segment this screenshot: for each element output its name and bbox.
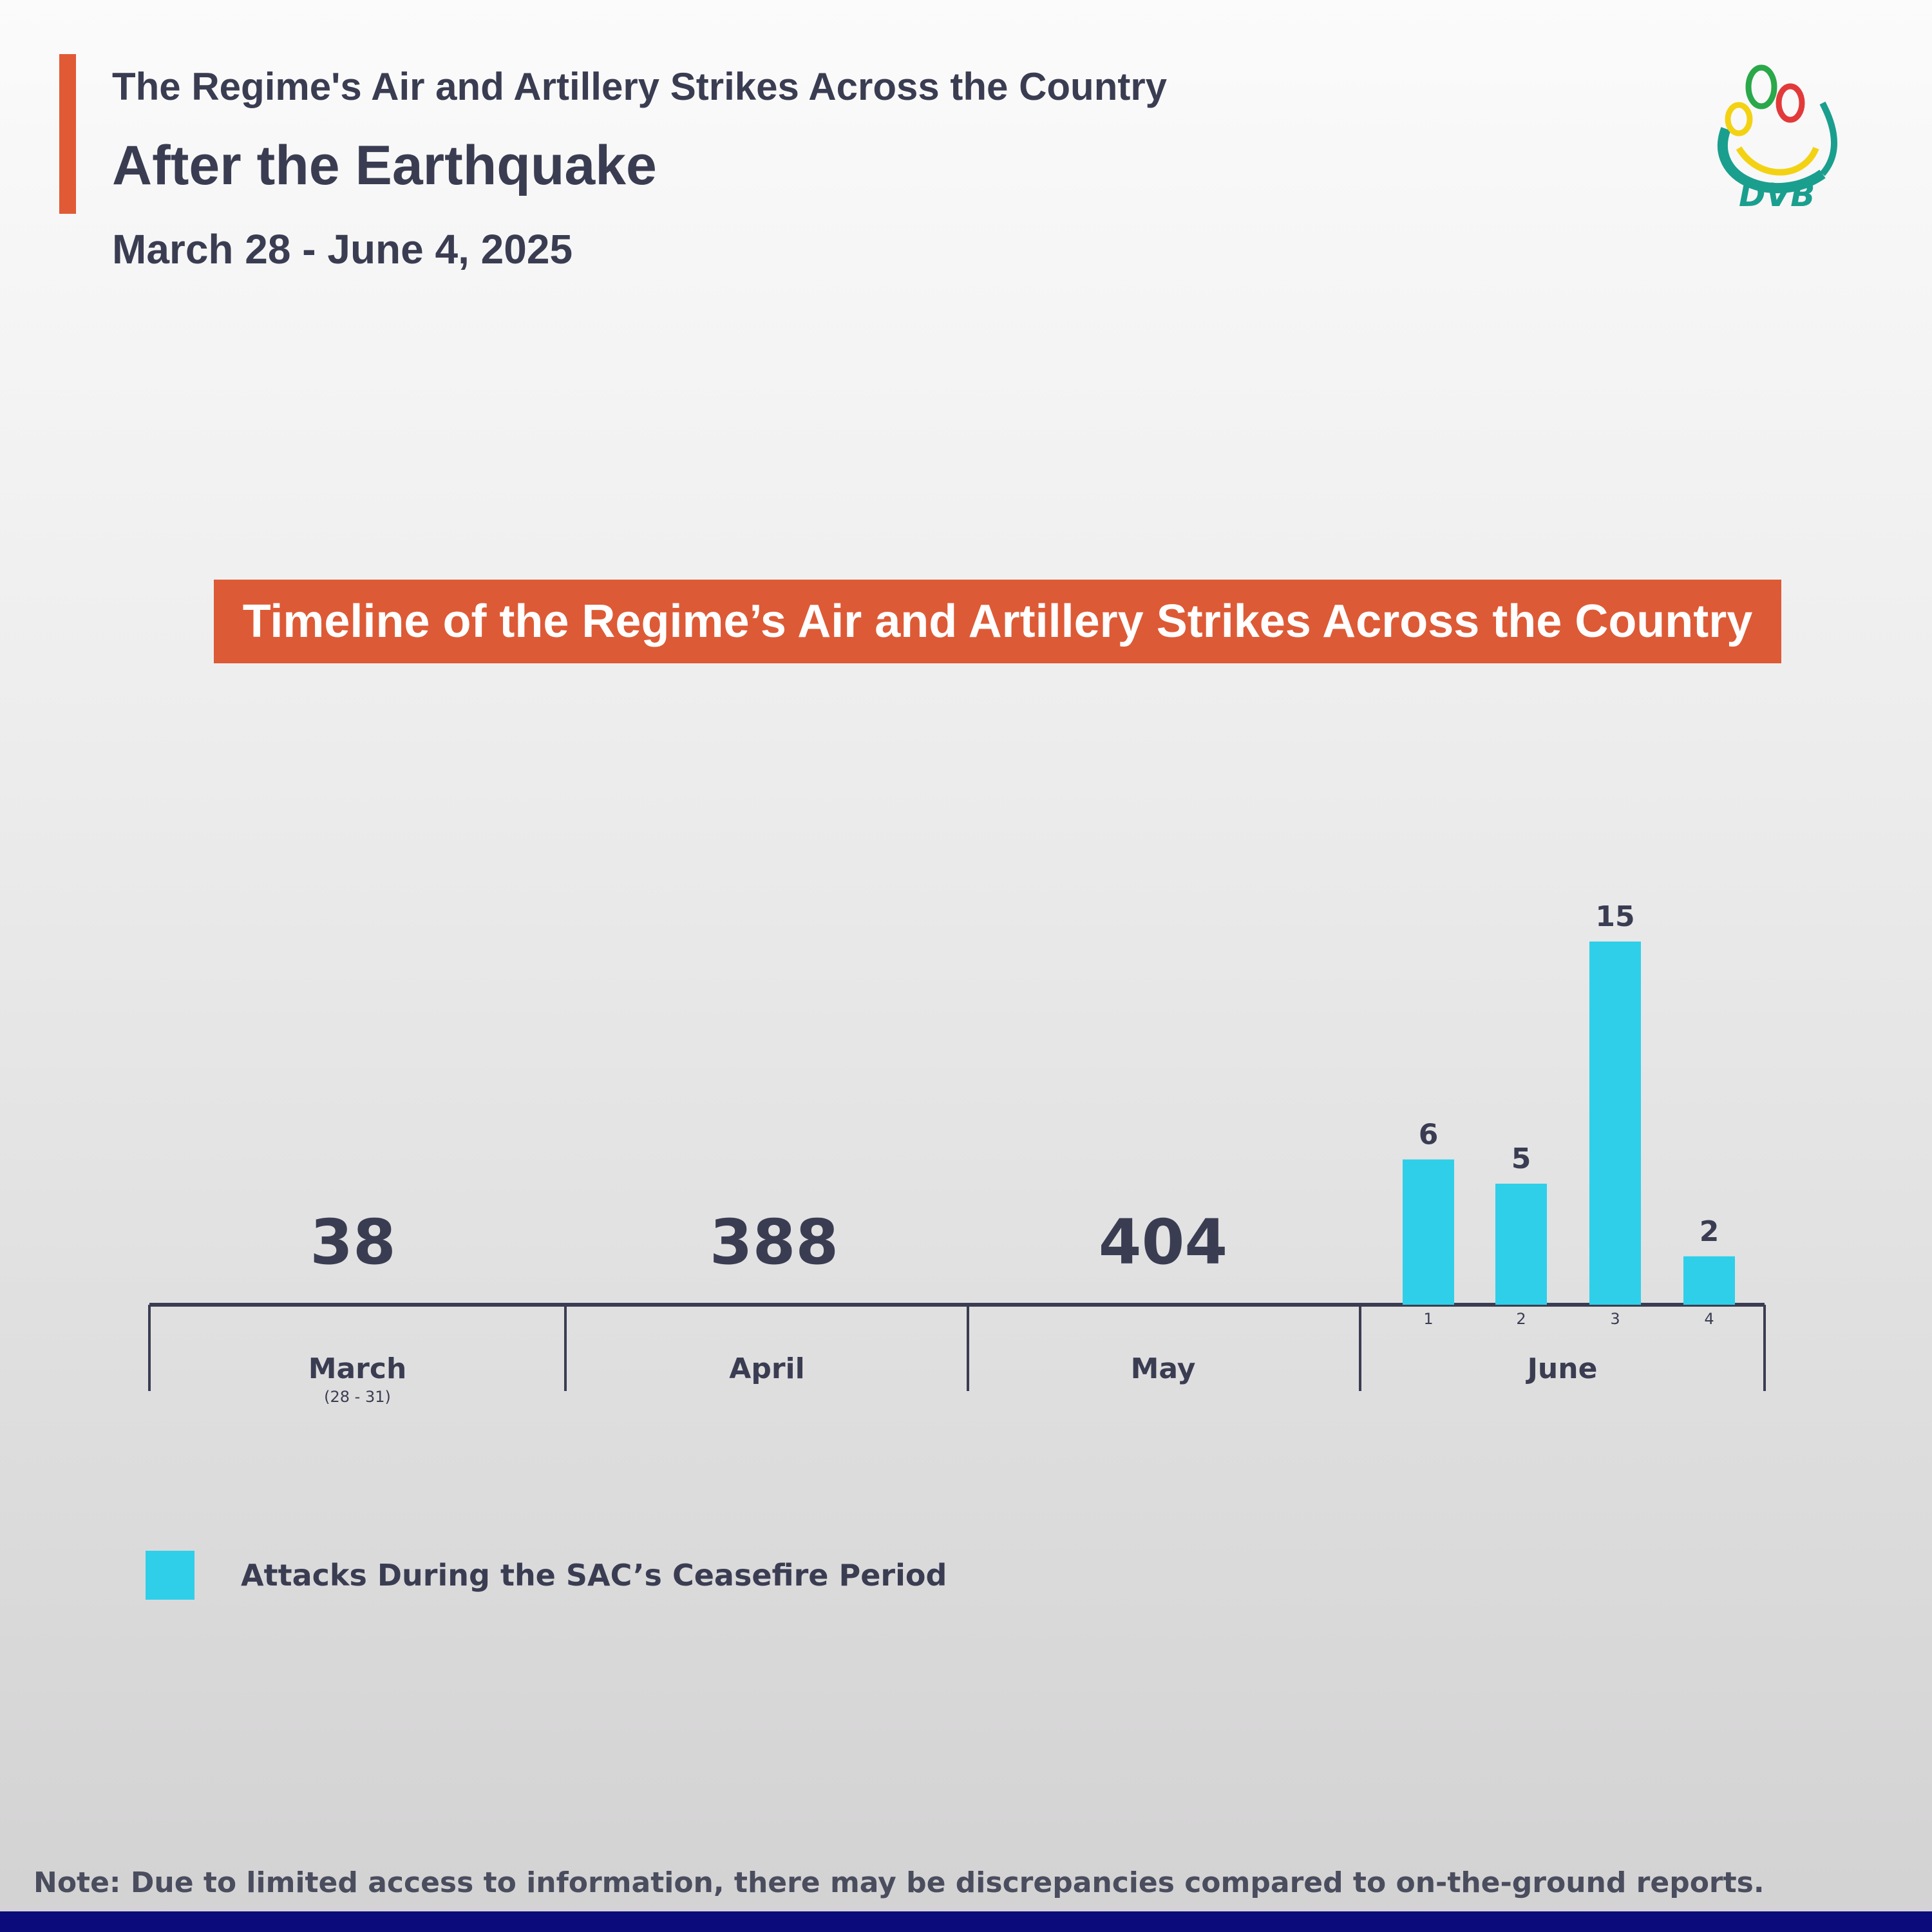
page-title: After the Earthquake [112, 135, 657, 196]
month-label-june: June [1526, 1352, 1598, 1385]
june-bar-1 [1403, 1159, 1454, 1305]
month-label-march: March [308, 1352, 407, 1385]
date-range: March 28 - June 4, 2025 [112, 226, 573, 272]
chart-legend: Attacks During the SAC’s Ceasefire Perio… [146, 1551, 947, 1600]
june-bar-value-3: 15 [1595, 900, 1634, 933]
dvb-logo: DVB [1717, 64, 1837, 214]
footer-bar [0, 1911, 1932, 1932]
june-bar-3 [1589, 942, 1641, 1305]
june-day-label-3: 3 [1610, 1310, 1620, 1328]
june-bar-4 [1683, 1256, 1735, 1305]
month-label-april: April [729, 1352, 804, 1385]
month-label-may: May [1131, 1352, 1196, 1385]
june-bar-2 [1495, 1184, 1547, 1305]
june-day-label-2: 2 [1516, 1310, 1526, 1328]
logo-text: DVB [1739, 176, 1815, 214]
month-total-april: 388 [710, 1206, 838, 1278]
legend-swatch [146, 1551, 194, 1600]
june-day-label-1: 1 [1423, 1310, 1433, 1328]
month-total-may: 404 [1099, 1206, 1227, 1278]
chart-title-banner: Timeline of the Regime’s Air and Artille… [214, 580, 1781, 663]
june-bar-value-2: 5 [1511, 1142, 1531, 1175]
header-kicker: The Regime's Air and Artillery Strikes A… [112, 65, 1168, 108]
june-bar-value-1: 6 [1419, 1118, 1439, 1151]
june-bar-value-4: 2 [1700, 1215, 1719, 1248]
month-total-march: 38 [310, 1206, 396, 1278]
june-day-label-4: 4 [1704, 1310, 1714, 1328]
header-accent-bar [59, 54, 76, 214]
footnote: Note: Due to limited access to informati… [33, 1866, 1765, 1899]
legend-label: Attacks During the SAC’s Ceasefire Perio… [241, 1558, 947, 1593]
month-sublabel-march: (28 - 31) [324, 1388, 391, 1406]
